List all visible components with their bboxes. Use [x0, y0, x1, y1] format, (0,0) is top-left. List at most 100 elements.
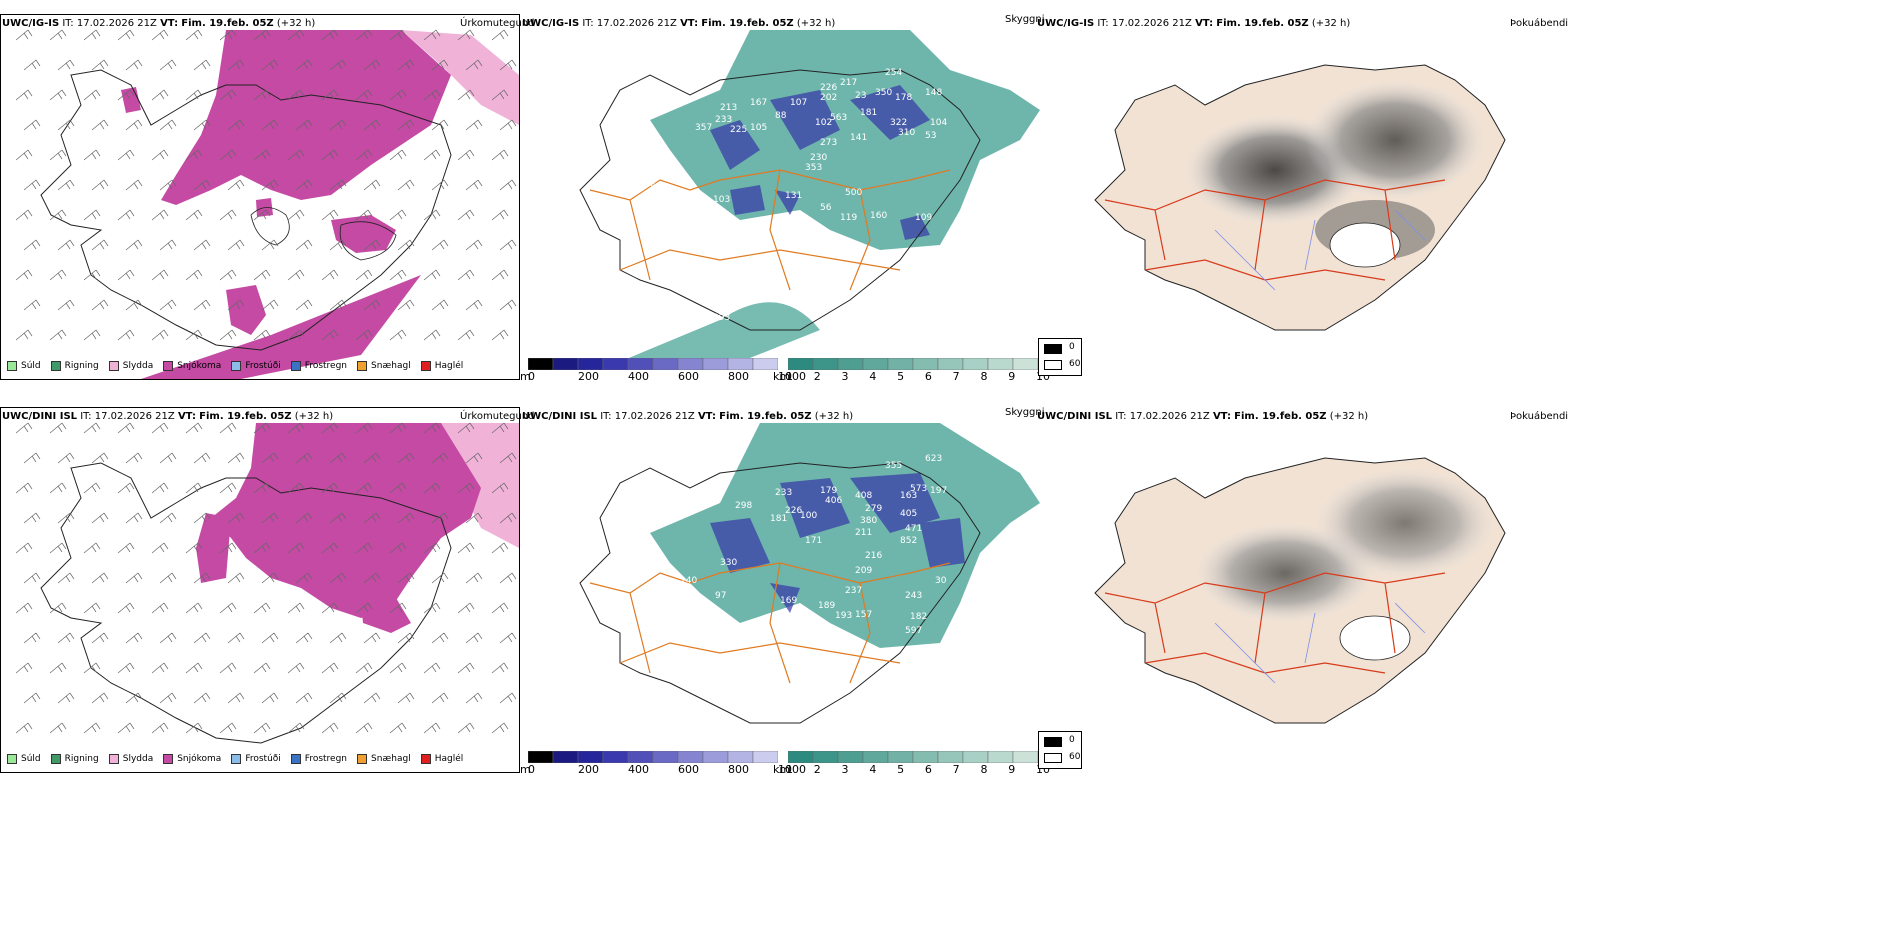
wind-barb	[125, 512, 143, 524]
iceland-outline-2	[40, 462, 452, 744]
wind-barb	[253, 269, 271, 281]
scale-swatch	[702, 751, 729, 763]
wind-barb	[23, 179, 41, 191]
precip-legend-2: Súld Rigning Slydda Snjókoma Frostúði Frostre…	[7, 754, 473, 764]
wind-barb	[287, 542, 305, 554]
wind-barb	[389, 329, 407, 341]
wind-barb	[151, 542, 169, 554]
cloud-base-label: 171	[805, 536, 822, 546]
wind-barb	[83, 149, 101, 161]
wind-barb	[49, 722, 67, 734]
scale-tick-label: 400	[628, 763, 649, 776]
wind-barb	[117, 329, 135, 341]
wind-barb	[423, 722, 441, 734]
cloud-base-label: 189	[818, 601, 835, 611]
wind-barb	[321, 89, 339, 101]
wind-barb	[499, 632, 517, 644]
fog-patch-2-2	[1315, 468, 1495, 578]
scale-swatch	[837, 751, 864, 763]
wind-barb	[159, 452, 177, 464]
wind-barb	[423, 662, 441, 674]
wind-barb	[159, 512, 177, 524]
scale-tick-label: 3	[841, 370, 849, 383]
wind-barb	[117, 29, 135, 41]
wind-barb	[457, 29, 475, 41]
glacier-outline	[250, 207, 290, 246]
wind-barb	[91, 512, 109, 524]
wind-barb	[465, 572, 483, 584]
wind-barb	[363, 692, 381, 704]
wind-barb	[49, 269, 67, 281]
wind-barb	[355, 149, 373, 161]
fog-swatch-white	[1044, 360, 1062, 370]
panel-title-fog: UWC/IG-IS IT: 17.02.2026 21Z VT: Fim. 19…	[1037, 18, 1351, 29]
wind-barb	[125, 59, 143, 71]
cloud-base-label: 254	[885, 68, 902, 78]
wind-barb	[465, 692, 483, 704]
scale-swatch	[577, 751, 604, 763]
wind-barb	[457, 329, 475, 341]
iceland-outline	[40, 69, 452, 351]
wind-barb	[91, 692, 109, 704]
scale-swatch	[677, 358, 704, 370]
legend-item: Snæhagl	[357, 361, 411, 371]
legend-swatch	[420, 754, 431, 764]
wind-barb	[253, 602, 271, 614]
wind-barb	[15, 209, 33, 221]
glacier-outline-2	[339, 221, 397, 261]
wind-barb	[83, 329, 101, 341]
cloud-base-label: 202	[820, 93, 837, 103]
wind-barb	[83, 662, 101, 674]
wind-barb	[185, 269, 203, 281]
scale-tick-label: 8	[980, 370, 988, 383]
scale-swatch	[602, 358, 629, 370]
wind-barb	[295, 692, 313, 704]
wind-barb	[491, 149, 509, 161]
fog-map-2	[1094, 457, 1506, 724]
snow-area-small-2	[276, 516, 293, 535]
wind-barb	[295, 572, 313, 584]
wind-barb	[15, 149, 33, 161]
wind-barb	[49, 89, 67, 101]
wind-barb	[227, 59, 245, 71]
scale-swatch	[528, 751, 554, 763]
legend-label: Snjókoma	[177, 361, 222, 371]
wind-barb	[91, 299, 109, 311]
wind-barb	[23, 632, 41, 644]
wind-barb	[185, 29, 203, 41]
wind-barb	[57, 692, 75, 704]
wind-barb	[193, 512, 211, 524]
wind-barb	[15, 722, 33, 734]
cloud-base-label: 102	[815, 118, 832, 128]
legend-label: Súld	[21, 754, 41, 764]
wind-barb	[431, 59, 449, 71]
wind-barb	[389, 602, 407, 614]
legend-item: Súld	[7, 754, 41, 764]
wind-barb	[261, 179, 279, 191]
wind-barb	[491, 422, 509, 434]
scale-tick-label: 6	[924, 763, 932, 776]
wind-barb	[185, 329, 203, 341]
scale-swatch	[652, 751, 679, 763]
scale-swatch	[812, 751, 839, 763]
scale-tick-label: 1	[786, 370, 793, 383]
scale-tick-label: 9	[1008, 763, 1016, 776]
fog-map	[1094, 64, 1506, 331]
wind-barb	[397, 119, 415, 131]
forecast-row-2: Súld Rigning Slydda Snjókoma Frostúði Frostre…	[0, 393, 1900, 863]
legend-swatch	[357, 754, 368, 764]
scale-tick-label: 600	[678, 370, 699, 383]
wind-barb	[227, 179, 245, 191]
cloud-base-label: 193	[835, 611, 852, 621]
wind-barb	[355, 422, 373, 434]
wind-barb	[151, 29, 169, 41]
cloud-base-label: 563	[830, 113, 847, 123]
wind-barb	[253, 89, 271, 101]
wind-barb	[261, 512, 279, 524]
wind-barb	[83, 602, 101, 614]
scale-swatch	[552, 751, 579, 763]
precip-map-label-2: Úrkomutegund	[460, 411, 535, 422]
legend-label: Slydda	[122, 361, 154, 371]
